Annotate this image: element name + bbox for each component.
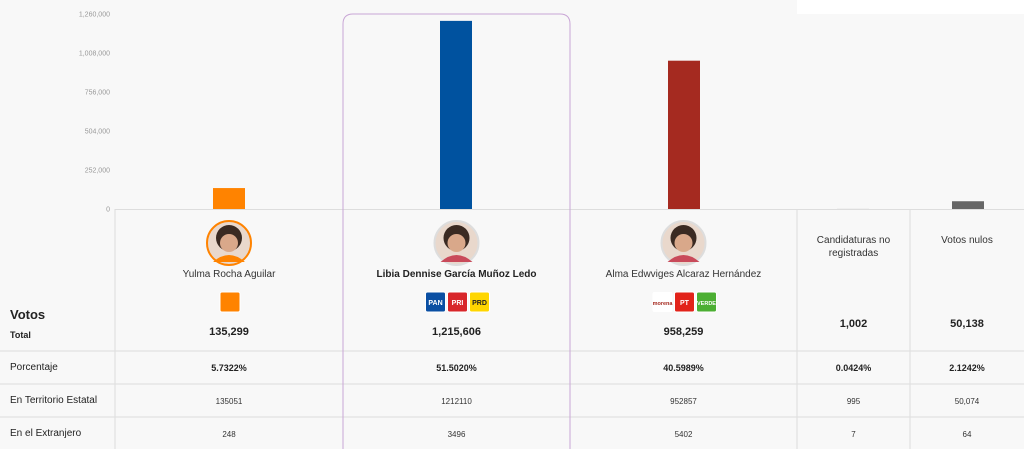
row-label: Porcentaje [10,362,58,373]
bar [213,188,245,209]
percentage: 40.5989% [663,363,704,373]
percentage: 51.5020% [436,363,477,373]
percentage: 2.1242% [949,363,985,373]
candidate-name: Yulma Rocha Aguilar [182,269,276,280]
photo-shoulders [213,255,245,262]
extranjero-votes: 7 [851,430,856,439]
column-header: Votos nulos [941,235,993,246]
row-label: En el Extranjero [10,428,82,439]
photo-shoulders [667,255,700,262]
party-label: PT [680,300,690,307]
territorio-votes: 995 [846,397,861,406]
total-votes: 1,215,606 [432,326,481,338]
top-panel [797,0,1024,14]
total-label: Total [10,330,31,340]
party-logo [652,292,673,312]
party-logo [674,291,695,313]
territorio-votes: 1212110 [441,397,472,406]
y-tick-label: 0 [106,207,110,214]
party-logo [447,291,468,313]
party-label: morena [653,301,674,307]
party-logo [696,291,717,313]
photo-face [674,234,693,252]
party-label: PRD [472,300,487,307]
total-votes: 135,299 [209,326,249,338]
column-header: Candidaturas no registradas [816,235,891,259]
party-label: PAN [428,300,442,307]
bar [440,20,472,210]
bar [668,60,700,209]
y-tick-label: 1,260,000 [79,12,110,19]
extranjero-votes: 3496 [447,430,466,439]
candidate-name: Libia Dennise García Muñoz Ledo [376,269,537,280]
total-votes: 50,138 [950,318,984,330]
votos-label: Votos [10,307,46,322]
territorio-votes: 952857 [670,397,697,406]
highlight-column [342,13,571,449]
party-label: VERDE [697,301,716,307]
candidate-name: Alma Edwviges Alcaraz Hernández [605,269,762,280]
photo-face [220,234,238,252]
territorio-votes: 135051 [215,397,243,406]
y-tick-label: 756,000 [85,90,110,97]
bar [952,201,984,209]
photo-face [447,234,466,252]
row-label: En Territorio Estatal [10,395,98,406]
extranjero-votes: 5402 [674,430,693,439]
percentage: 5.7322% [211,363,247,373]
party-logo [219,291,241,313]
y-tick-label: 252,000 [85,168,110,175]
party-label: PRI [452,300,464,307]
y-tick-label: 1,008,000 [79,51,110,58]
extranjero-votes: 248 [222,430,236,439]
total-votes: 1,002 [839,318,868,330]
photo-shoulders [440,255,473,262]
y-tick-label: 504,000 [85,129,110,136]
extranjero-votes: 64 [962,430,972,439]
percentage: 0.0424% [835,363,872,373]
total-votes: 958,259 [663,326,704,338]
party-logo [425,291,446,313]
territorio-votes: 50,074 [954,397,980,406]
party-logo [469,291,490,313]
